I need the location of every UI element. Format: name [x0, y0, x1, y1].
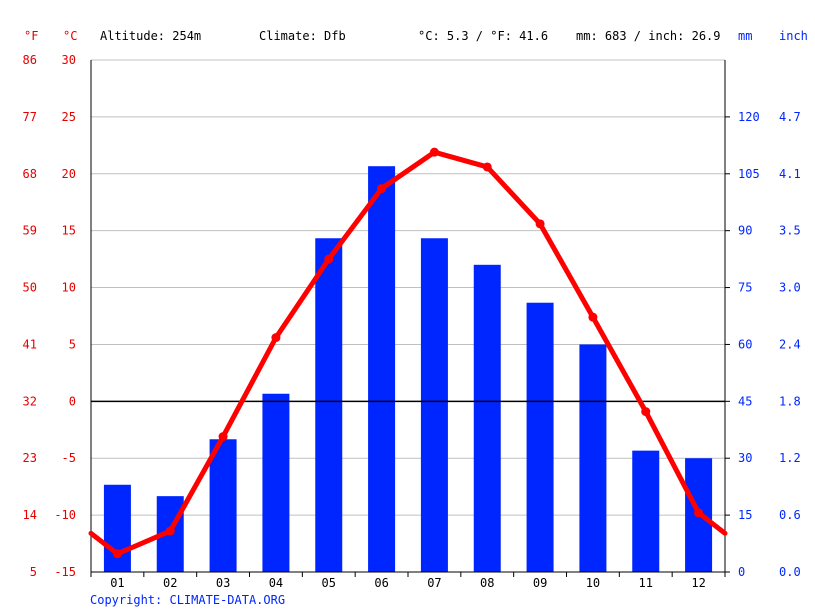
celsius-tick-label: 30 [62, 53, 76, 67]
month-tick-label: 05 [322, 576, 336, 590]
temperature-point [429, 147, 439, 157]
month-tick-label: 09 [533, 576, 547, 590]
fahrenheit-tick-label: 86 [23, 53, 37, 67]
chart-header: °F °C Altitude: 254m Climate: Dfb °C: 5.… [24, 29, 808, 43]
precipitation-bar [262, 393, 290, 572]
fahrenheit-tick-label: 14 [23, 508, 37, 522]
precipitation-bar [473, 264, 501, 572]
celsius-tick-label: 0 [69, 394, 76, 408]
inch-tick-label: 3.0 [779, 281, 801, 295]
celsius-tick-label: 25 [62, 110, 76, 124]
inch-tick-label: 1.2 [779, 451, 801, 465]
temperature-point [218, 432, 228, 442]
mm-tick-label: 60 [738, 337, 752, 351]
month-tick-label: 02 [163, 576, 177, 590]
inch-tick-label: 4.7 [779, 110, 801, 124]
altitude-label: Altitude: 254m [100, 29, 201, 43]
inch-tick-label: 0.6 [779, 508, 801, 522]
temperature-point [694, 508, 704, 518]
inch-tick-label: 3.5 [779, 224, 801, 238]
celsius-tick-label: -10 [54, 508, 76, 522]
axes [90, 60, 730, 577]
month-tick-label: 11 [639, 576, 653, 590]
temperature-point [482, 162, 492, 172]
fahrenheit-tick-label: 32 [23, 394, 37, 408]
month-tick-label: 12 [691, 576, 705, 590]
annual-precipitation-label: mm: 683 / inch: 26.9 [576, 29, 721, 43]
mm-tick-label: 75 [738, 281, 752, 295]
temperature-point [271, 333, 281, 343]
precipitation-bar [526, 302, 554, 572]
mm-tick-label: 105 [738, 167, 760, 181]
mm-tick-label: 90 [738, 224, 752, 238]
celsius-unit-label: °C [63, 29, 77, 43]
copyright-text: Copyright: CLIMATE-DATA.ORG [90, 593, 285, 607]
month-tick-label: 04 [269, 576, 283, 590]
mm-tick-label: 30 [738, 451, 752, 465]
fahrenheit-tick-label: 50 [23, 281, 37, 295]
precipitation-bar [579, 344, 607, 572]
fahrenheit-tick-label: 5 [30, 565, 37, 579]
temperature-point [112, 549, 122, 559]
climate-label: Climate: Dfb [259, 29, 346, 43]
temperature-point [165, 526, 175, 536]
celsius-tick-label: -15 [54, 565, 76, 579]
precipitation-bar [368, 166, 396, 572]
inch-tick-label: 1.8 [779, 394, 801, 408]
mm-unit-label: mm [738, 29, 752, 43]
month-tick-label: 08 [480, 576, 494, 590]
mm-tick-label: 0 [738, 565, 745, 579]
mm-tick-label: 45 [738, 394, 752, 408]
fahrenheit-tick-label: 59 [23, 224, 37, 238]
month-tick-label: 03 [216, 576, 230, 590]
inch-unit-label: inch [779, 29, 808, 43]
temperature-line-path [88, 149, 728, 557]
temperature-point [535, 219, 545, 229]
temperature-point [377, 184, 387, 194]
inch-tick-label: 0.0 [779, 565, 801, 579]
inch-tick-label: 4.1 [779, 167, 801, 181]
fahrenheit-tick-label: 77 [23, 110, 37, 124]
grid-lines [91, 59, 725, 516]
precipitation-bar [420, 238, 448, 573]
precipitation-bar [103, 484, 131, 572]
fahrenheit-tick-label: 23 [23, 451, 37, 465]
temperature-point [588, 312, 598, 322]
mm-tick-label: 120 [738, 110, 760, 124]
inch-tick-label: 2.4 [779, 337, 801, 351]
celsius-tick-label: -5 [62, 451, 76, 465]
celsius-tick-label: 20 [62, 167, 76, 181]
average-temperature-label: °C: 5.3 / °F: 41.6 [418, 29, 548, 43]
temperature-point [324, 254, 334, 264]
celsius-tick-label: 10 [62, 281, 76, 295]
month-tick-label: 07 [427, 576, 441, 590]
precipitation-bar [209, 439, 237, 572]
month-tick-label: 01 [110, 576, 124, 590]
temperature-line [88, 147, 728, 559]
month-tick-label: 06 [374, 576, 388, 590]
month-tick-label: 10 [586, 576, 600, 590]
precipitation-bar [632, 450, 660, 572]
mm-tick-label: 15 [738, 508, 752, 522]
temperature-point [641, 407, 651, 417]
precipitation-bar [315, 238, 343, 573]
celsius-tick-label: 5 [69, 337, 76, 351]
celsius-tick-label: 15 [62, 224, 76, 238]
fahrenheit-tick-label: 68 [23, 167, 37, 181]
fahrenheit-unit-label: °F [24, 29, 38, 43]
fahrenheit-tick-label: 41 [23, 337, 37, 351]
